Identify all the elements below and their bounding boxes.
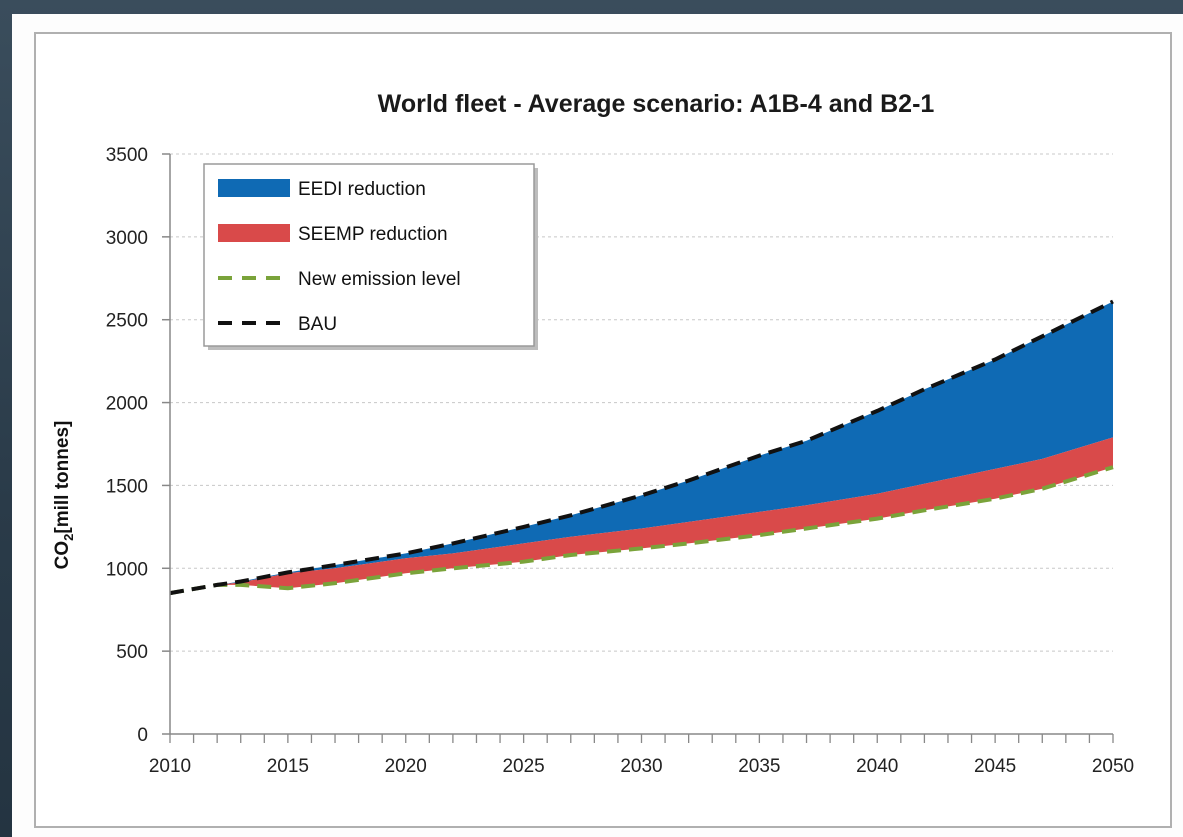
legend-label-seemp-reduction: SEEMP reduction bbox=[298, 224, 448, 245]
legend-label-new-emission-level: New emission level bbox=[298, 269, 461, 290]
y-axis-label-main: CO bbox=[52, 541, 73, 570]
line-new-emission-level bbox=[169, 465, 1114, 596]
x-tick-label-2015: 2015 bbox=[267, 756, 309, 777]
x-tick-label-2025: 2025 bbox=[502, 756, 544, 777]
y-tick-label-3000: 3000 bbox=[106, 228, 148, 249]
y-tick-label-3500: 3500 bbox=[106, 145, 148, 166]
y-tick-label-0: 0 bbox=[137, 725, 148, 746]
x-tick-labels: 2010 2015 2020 2025 2030 2035 2040 2045 2050 bbox=[149, 756, 1134, 777]
x-tick-label-2040: 2040 bbox=[856, 756, 898, 777]
area-eedi-reduction bbox=[170, 301, 1113, 594]
legend-swatch-seemp-reduction bbox=[218, 224, 290, 242]
x-tick-label-2020: 2020 bbox=[385, 756, 427, 777]
x-tick-label-2010: 2010 bbox=[149, 756, 191, 777]
line-series bbox=[169, 299, 1114, 596]
legend-swatch-eedi-reduction bbox=[218, 179, 290, 197]
y-tick-label-1000: 1000 bbox=[106, 559, 148, 580]
legend: EEDI reduction SEEMP reduction New emissio… bbox=[203, 163, 538, 350]
y-tick-labels: 0 500 1000 1500 2000 2500 3000 3500 bbox=[106, 145, 148, 746]
y-tick-label-500: 500 bbox=[116, 642, 148, 663]
x-tick-label-2045: 2045 bbox=[974, 756, 1016, 777]
x-tick-label-2030: 2030 bbox=[620, 756, 662, 777]
axes bbox=[162, 153, 1114, 743]
area-series bbox=[170, 301, 1113, 594]
line-bau bbox=[169, 299, 1114, 596]
y-axis-label-unit: [mill tonnes] bbox=[52, 421, 73, 534]
legend-label-bau: BAU bbox=[298, 314, 337, 335]
y-axis-label: CO2[mill tonnes] bbox=[52, 421, 76, 570]
y-tick-label-2000: 2000 bbox=[106, 394, 148, 415]
y-axis-label-subscript: 2 bbox=[61, 534, 76, 541]
y-tick-label-2500: 2500 bbox=[106, 311, 148, 332]
y-tick-label-1500: 1500 bbox=[106, 476, 148, 497]
legend-label-eedi-reduction: EEDI reduction bbox=[298, 179, 426, 200]
x-tick-label-2035: 2035 bbox=[738, 756, 780, 777]
chart-title: World fleet - Average scenario: A1B-4 an… bbox=[378, 90, 935, 118]
x-tick-label-2050: 2050 bbox=[1092, 756, 1134, 777]
